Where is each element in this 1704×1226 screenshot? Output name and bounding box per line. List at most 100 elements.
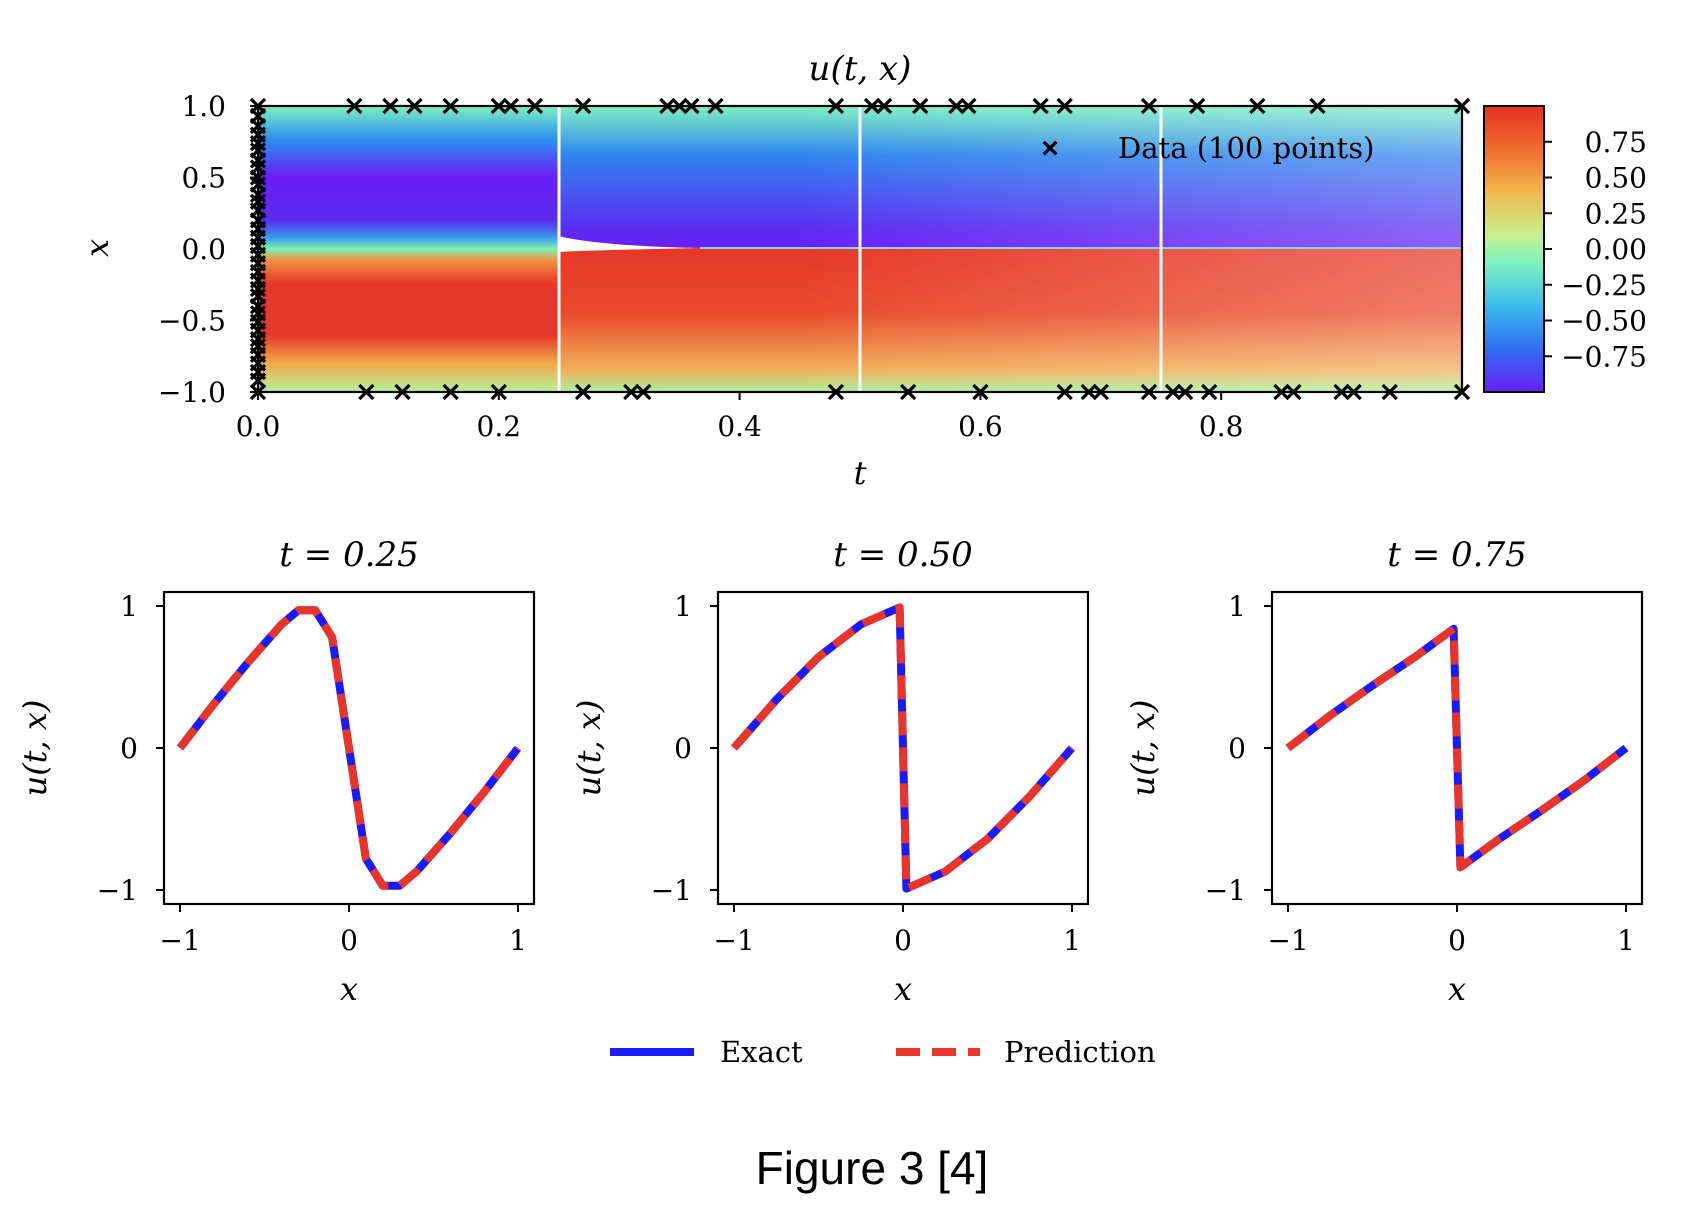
x-tick-label: 0 — [340, 924, 358, 957]
heatmap-title: u(t, x) — [809, 49, 912, 89]
y-tick-label: 1.0 — [181, 90, 226, 123]
x-tick-label: 1 — [1063, 924, 1081, 957]
y-tick-label: 0 — [120, 732, 138, 765]
data-point-marker — [659, 97, 676, 115]
data-point-marker — [1056, 97, 1073, 115]
colorbar — [1483, 105, 1545, 393]
data-point-marker — [1164, 383, 1182, 401]
data-point-marker — [1309, 97, 1326, 115]
data-point-marker — [1333, 383, 1350, 401]
data-point-marker — [912, 97, 929, 115]
data-point-marker — [1176, 383, 1194, 401]
plot-xlabel: x — [340, 970, 358, 1008]
plot-title: t = 0.50 — [833, 535, 972, 575]
data-point-marker — [707, 97, 724, 115]
plot-ylabel: u(t, x) — [1124, 700, 1162, 797]
plot-xlabel: x — [894, 970, 912, 1008]
data-point-marker — [1381, 383, 1398, 401]
data-point-marker — [502, 97, 519, 115]
heatmap-ylabel: x — [78, 239, 116, 257]
data-point-marker — [394, 383, 411, 401]
data-point-marker — [1140, 383, 1158, 401]
x-tick-label: 0.8 — [1199, 410, 1244, 443]
y-tick-label: 0 — [1228, 732, 1246, 765]
data-point-marker — [1285, 383, 1302, 401]
colorbar-tick-label: 0.25 — [1585, 197, 1647, 230]
data-point-marker — [382, 97, 399, 115]
heatmap-ticks: 0.0 0.2 0.4 0.6 0.8 1.0 0.5 0.0 −0.5 −1.0 — [158, 90, 1243, 443]
figure-caption: Figure 3 [4] — [756, 1142, 989, 1194]
data-point-marker — [1080, 383, 1097, 401]
data-point-marker — [442, 383, 459, 401]
x-tick-label: 0 — [894, 924, 912, 957]
prediction-line — [176, 606, 522, 890]
line-panels: −1 0 1 1 0 −1 t = 0.25 x u(t, x) −1 0 1 1 0 −1 t = 0.50… — [16, 535, 1644, 1008]
data-point-marker — [1140, 97, 1158, 115]
data-point-marker — [863, 97, 881, 115]
data-point-marker — [490, 97, 507, 115]
data-point-marker — [972, 383, 989, 401]
line-legend: Exact Prediction — [610, 1035, 1156, 1069]
data-point-marker — [1273, 383, 1290, 401]
time-slice-lines — [557, 106, 1163, 392]
plot-title: t = 0.75 — [1387, 535, 1526, 575]
heatmap-panel: 0.0 0.2 0.4 0.6 0.8 1.0 0.5 0.0 −0.5 −1.0 u(t, x)… — [78, 49, 1647, 492]
plot-xlabel: x — [1448, 970, 1466, 1008]
heatmap-xlabel: t — [854, 454, 867, 492]
x-tick-label: −1 — [713, 924, 754, 957]
y-tick-label: 1 — [120, 590, 138, 623]
data-point-marker — [1249, 97, 1266, 115]
colorbar-tick-label: −0.25 — [1561, 269, 1647, 302]
y-tick-label: −1.0 — [158, 376, 226, 409]
y-tick-label: 0.0 — [181, 233, 226, 266]
data-point-marker — [827, 97, 845, 115]
data-point-marker — [623, 383, 640, 401]
data-point-marker — [948, 97, 965, 115]
data-point-marker — [683, 97, 700, 115]
y-tick-label: −1 — [651, 874, 692, 907]
x-tick-label: 1 — [1617, 924, 1635, 957]
x-tick-label: 0.4 — [717, 410, 762, 443]
legend-exact-label: Exact — [720, 1035, 803, 1069]
data-point-marker — [1453, 383, 1471, 401]
data-point-marker — [671, 97, 688, 115]
data-point-marker — [900, 383, 917, 401]
data-point-marker — [346, 97, 363, 115]
y-tick-label: 1 — [1228, 590, 1246, 623]
data-point-marker — [249, 383, 267, 401]
line-panel: −1 0 1 1 0 −1 t = 0.75 x u(t, x) — [1124, 535, 1644, 1008]
y-tick-label: −1 — [97, 874, 138, 907]
data-point-marker — [1453, 97, 1471, 115]
colorbar-tick-label: 0.50 — [1585, 162, 1647, 195]
data-point-markers — [249, 97, 1471, 401]
y-tick-label: −1 — [1205, 874, 1246, 907]
data-point-marker — [827, 383, 845, 401]
line-panel: −1 0 1 1 0 −1 t = 0.25 x u(t, x) — [16, 535, 536, 1008]
x-tick-label: 0.6 — [958, 410, 1003, 443]
data-point-marker — [358, 383, 375, 401]
data-point-marker — [1345, 383, 1362, 401]
heatmap-legend-label: Data (100 points) — [1118, 131, 1374, 165]
y-tick-label: 1 — [674, 590, 692, 623]
data-point-marker — [406, 97, 423, 115]
y-tick-label: −0.5 — [158, 305, 226, 338]
data-point-marker — [574, 97, 592, 115]
x-tick-label: −1 — [159, 924, 200, 957]
line-panel: −1 0 1 1 0 −1 t = 0.50 x u(t, x) — [570, 535, 1090, 1008]
colorbar-tick-label: −0.75 — [1561, 340, 1647, 373]
data-point-marker — [1092, 383, 1109, 401]
data-point-marker — [960, 97, 977, 115]
data-point-marker — [442, 97, 459, 115]
plot-title: t = 0.25 — [279, 535, 418, 575]
data-point-marker — [574, 383, 592, 401]
data-point-marker — [1201, 383, 1218, 401]
colorbar-ticks: 0.750.500.250.00−0.25−0.50−0.75 — [1544, 126, 1647, 373]
x-tick-label: −1 — [1267, 924, 1308, 957]
x-tick-label: 0.2 — [477, 410, 522, 443]
colorbar-tick-label: −0.50 — [1561, 305, 1647, 338]
prediction-line — [730, 603, 1076, 893]
x-tick-label: 0 — [1448, 924, 1466, 957]
data-point-marker — [1032, 97, 1049, 115]
prediction-line — [1285, 624, 1629, 872]
